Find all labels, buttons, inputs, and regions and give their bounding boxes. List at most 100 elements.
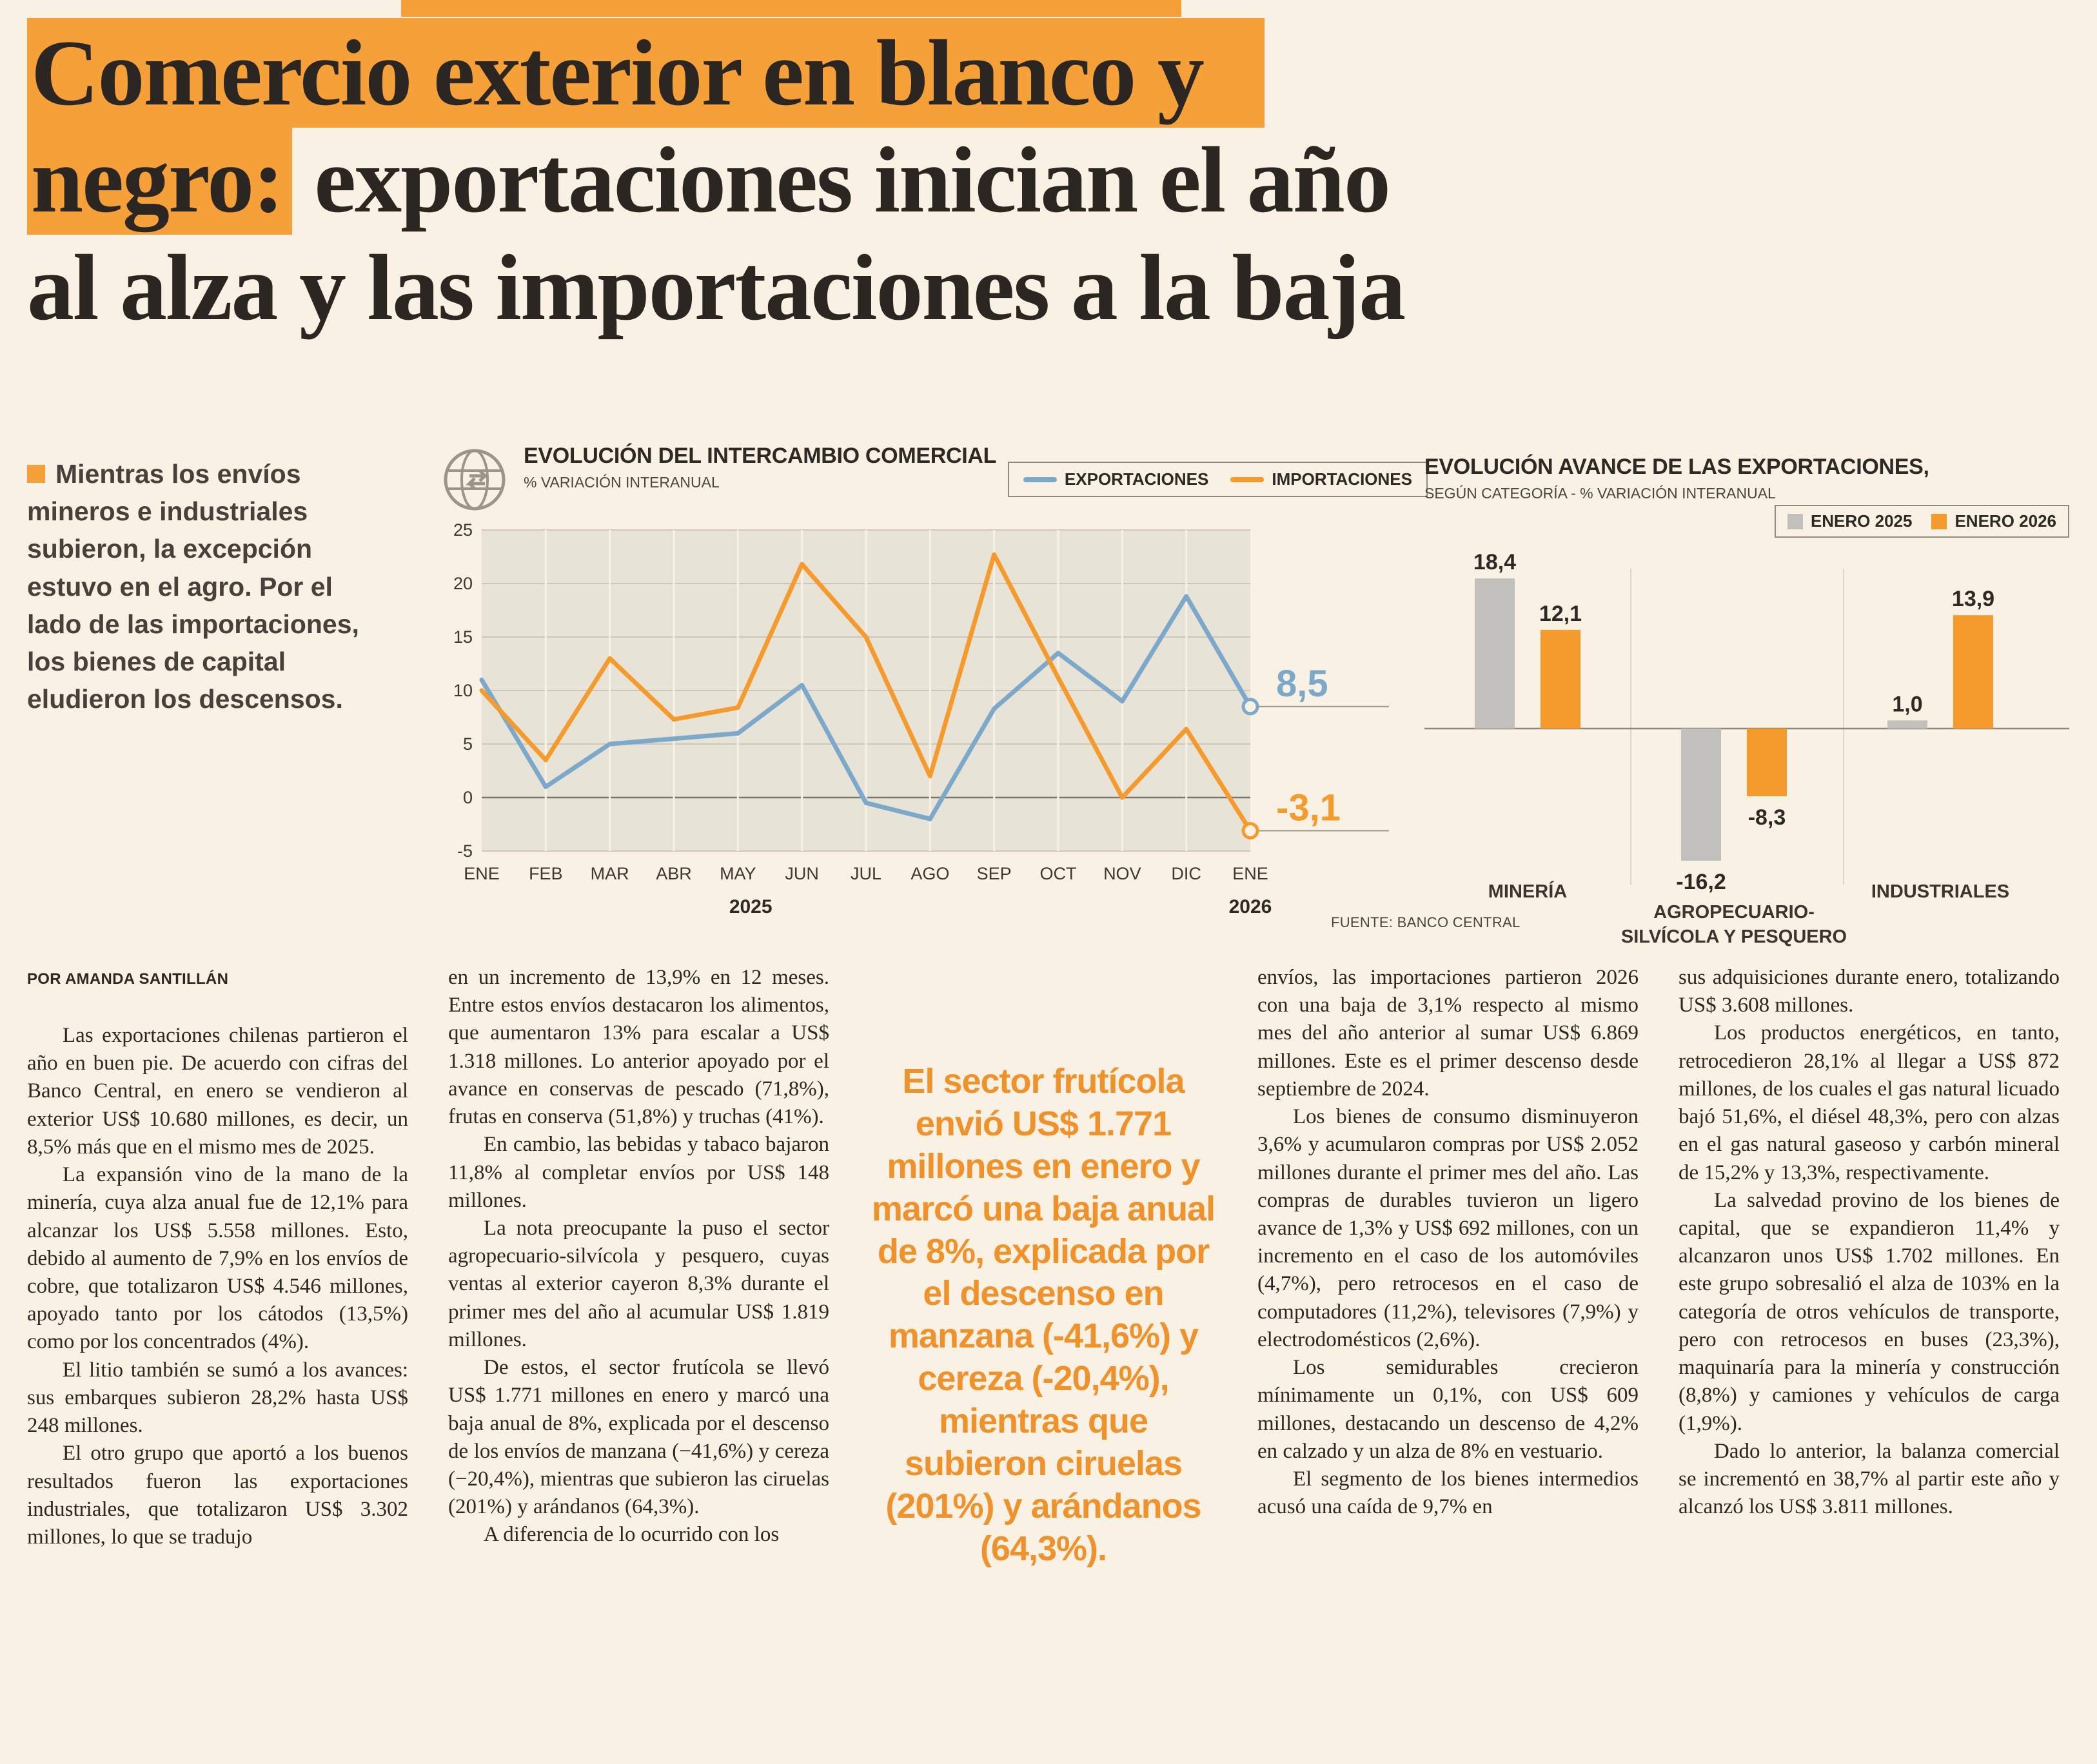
x-tick-label: ENE [1232, 864, 1268, 883]
top-orange-strip [401, 0, 1181, 17]
end-value-label: 8,5 [1276, 663, 1328, 705]
bar-enero-2026 [1953, 615, 1993, 729]
line-chart-legend: EXPORTACIONES IMPORTACIONES [1007, 462, 1428, 497]
category-label: SILVÍCOLA Y PESQUERO [1621, 925, 1847, 947]
line-chart-titles: EVOLUCIÓN DEL INTERCAMBIO COMERCIAL % VA… [524, 444, 996, 491]
headline-highlight-line1: Comercio exterior en blanco y [27, 18, 1265, 128]
pull-quote-text: El sector frutícola envió US$ 1.771 mill… [871, 1062, 1216, 1568]
source-note: FUENTE: BANCO CENTRAL [1331, 914, 1521, 930]
legend-item: IMPORTACIONES [1230, 469, 1412, 489]
legend-item: EXPORTACIONES [1023, 469, 1208, 489]
bar-enero-2026 [1747, 729, 1787, 796]
article-column-4: envíos, las importaciones partieron 2026… [1257, 964, 1639, 1571]
bar-chart-block: EVOLUCIÓN AVANCE DE LAS EXPORTACIONES, S… [1424, 455, 2069, 975]
summary-text: Mientras los envíos mineros e industrial… [27, 459, 359, 714]
bar-value-label: 13,9 [1952, 587, 1994, 611]
paragraph: El segmento de los bienes intermedios ac… [1257, 1467, 1639, 1519]
column-5-paragraphs: sus adquisiciones durante enero, totaliz… [1679, 964, 2060, 1521]
pull-quote-column: El sector frutícola envió US$ 1.771 mill… [869, 964, 1217, 1571]
category-label: INDUSTRIALES [1871, 881, 2009, 902]
paragraph: Los productos energéticos, en tanto, ret… [1679, 1021, 2060, 1184]
legend-label: ENERO 2026 [1954, 511, 2056, 531]
legend-label: IMPORTACIONES [1272, 469, 1412, 489]
paragraph: sus adquisiciones durante enero, totaliz… [1679, 966, 2060, 1017]
legend-label: EXPORTACIONES [1064, 469, 1209, 489]
bar-value-label: 18,4 [1473, 550, 1516, 574]
line-chart-subtitle: % VARIACIÓN INTERANUAL [524, 474, 720, 491]
bar-enero-2026 [1541, 629, 1580, 729]
y-tick-label: 0 [463, 788, 473, 807]
x-tick-label: ABR [656, 864, 692, 883]
article-summary: Mientras los envíos mineros e industrial… [27, 455, 369, 718]
paragraph: De estos, el sector frutícola se llevó U… [448, 1356, 829, 1519]
bar-chart-plot: 18,4 -16,2 1,0 12,1 -8,3 13,9 MINERÍA AGROPECUA… [1424, 550, 2069, 947]
category-label: MINERÍA [1488, 880, 1568, 902]
article-column-5: sus adquisiciones durante enero, totaliz… [1679, 964, 2060, 1571]
paragraph: El otro grupo que aportó a los buenos re… [27, 1442, 408, 1549]
bar-value-label: -16,2 [1676, 870, 1726, 894]
bar-enero-2025 [1887, 720, 1927, 729]
bar-value-label: 1,0 [1892, 692, 1922, 716]
legend-swatch-icon [1931, 513, 1947, 529]
paragraph: La expansión vino de la mano de la miner… [27, 1163, 408, 1354]
legend-item: ENERO 2025 [1787, 511, 1912, 531]
legend-item: ENERO 2026 [1931, 511, 2056, 531]
paragraph: en un incremento de 13,9% en 12 meses. E… [448, 966, 829, 1129]
x-tick-label: MAR [591, 864, 629, 883]
end-value-label: -3,1 [1276, 787, 1341, 828]
x-tick-label: OCT [1040, 864, 1077, 883]
globe-trade-icon [441, 444, 512, 514]
byline: POR AMANDA SANTILLÁN [27, 970, 229, 988]
paragraph: La nota preocupante la puso el sector ag… [448, 1216, 829, 1351]
y-tick-label: 5 [463, 734, 473, 754]
column-2-paragraphs: en un incremento de 13,9% en 12 meses. E… [448, 964, 829, 1549]
bar-value-label: 12,1 [1539, 602, 1582, 626]
bar-enero-2025 [1475, 578, 1515, 729]
headline: Comercio exterior en blanco y negro: expo… [27, 18, 2058, 341]
article-column-1: POR AMANDA SANTILLÁN Las exportaciones c… [27, 964, 408, 1571]
paragraph: envíos, las importaciones partieron 2026… [1257, 966, 1639, 1101]
paragraph: Las exportaciones chilenas partieron el … [27, 1024, 408, 1159]
line-series-importaciones [479, 552, 1253, 833]
column-1-paragraphs: Las exportaciones chilenas partieron el … [27, 1022, 408, 1551]
x-tick-label: MAY [720, 864, 756, 883]
headline-block: Comercio exterior en blanco y negro: expo… [27, 18, 2058, 341]
line-chart-header: EVOLUCIÓN DEL INTERCAMBIO COMERCIAL % VA… [441, 444, 1428, 514]
headline-highlight-line2: negro: [27, 125, 292, 235]
legend-swatch-icon [1023, 476, 1057, 482]
paragraph: La salvedad provino de los bienes de cap… [1679, 1188, 2060, 1435]
paragraph: Dado lo anterior, la balanza comercial s… [1679, 1439, 2060, 1519]
paragraph: En cambio, las bebidas y tabaco bajaron … [448, 1133, 829, 1212]
x-tick-label: NOV [1103, 864, 1141, 883]
end-point-marker [1241, 821, 1259, 839]
x-tick-label: JUL [851, 864, 881, 883]
year-label: 2025 [729, 896, 773, 917]
line-chart-plot: 25 20 15 10 5 0 -5 8,5 -3,1 ENE FEB MAR ABR MAY JUN JUL… [453, 520, 1389, 917]
article-columns: POR AMANDA SANTILLÁN Las exportaciones c… [27, 964, 2060, 1571]
legend-swatch-icon [1230, 476, 1265, 482]
x-tick-label: JUN [785, 864, 819, 883]
line-series-exportaciones [479, 594, 1253, 821]
bar-enero-2025 [1681, 729, 1721, 861]
bar-chart-legend: ENERO 2025 ENERO 2026 [1774, 505, 2069, 538]
headline-line2-rest: exportaciones inician el año [291, 128, 1391, 233]
paragraph: El litio también se sumó a los avances: … [27, 1358, 408, 1438]
line-chart-block: EVOLUCIÓN DEL INTERCAMBIO COMERCIAL % VA… [441, 444, 1428, 939]
bullet-square-icon [27, 465, 45, 483]
end-point-marker [1241, 698, 1259, 716]
x-tick-label: ENE [464, 864, 500, 883]
y-tick-label: -5 [457, 841, 473, 861]
bar-chart-title: EVOLUCIÓN AVANCE DE LAS EXPORTACIONES, [1424, 455, 1929, 479]
column-4-paragraphs: envíos, las importaciones partieron 2026… [1257, 964, 1639, 1521]
y-tick-label: 15 [453, 627, 473, 647]
y-tick-label: 20 [453, 574, 473, 593]
x-tick-label: AGO [911, 864, 949, 883]
paragraph: A diferencia de lo ocurrido con los [484, 1523, 780, 1547]
year-label: 2026 [1229, 896, 1272, 917]
legend-swatch-icon [1787, 513, 1803, 529]
y-tick-label: 25 [453, 520, 473, 540]
bar-value-label: -8,3 [1748, 805, 1786, 830]
line-chart-title: EVOLUCIÓN DEL INTERCAMBIO COMERCIAL [524, 444, 997, 468]
headline-line3: al alza y las importaciones a la baja [27, 235, 1406, 340]
